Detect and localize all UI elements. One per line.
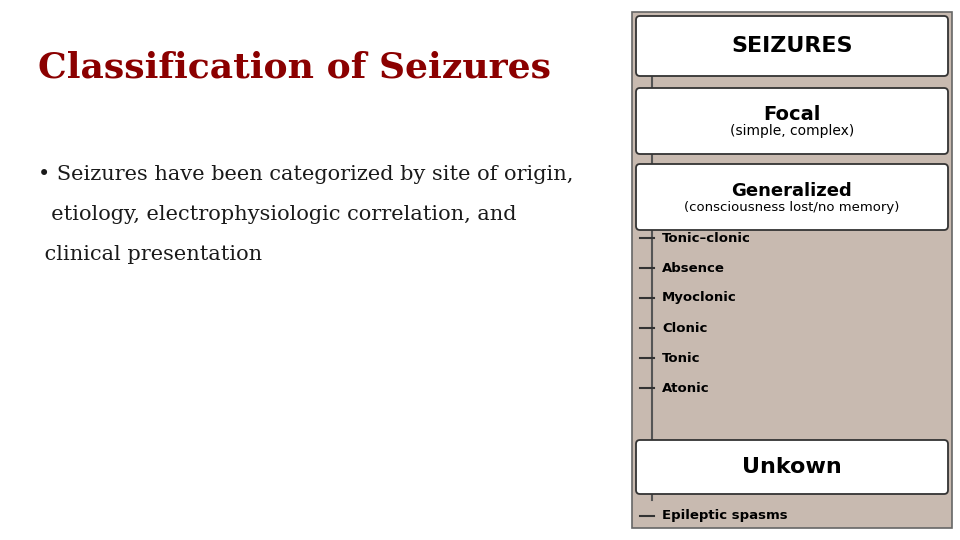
FancyBboxPatch shape [636, 88, 948, 154]
Text: Atonic: Atonic [662, 381, 709, 395]
FancyBboxPatch shape [632, 12, 952, 528]
Text: Epileptic spasms: Epileptic spasms [662, 510, 787, 523]
Text: Clonic: Clonic [662, 321, 708, 334]
Text: (consciousness lost/no memory): (consciousness lost/no memory) [684, 200, 900, 213]
FancyBboxPatch shape [636, 164, 948, 230]
Text: Unkown: Unkown [742, 457, 842, 477]
Text: SEIZURES: SEIZURES [732, 36, 852, 56]
Text: Absence: Absence [662, 261, 725, 274]
FancyBboxPatch shape [636, 440, 948, 494]
Text: (simple, complex): (simple, complex) [730, 124, 854, 138]
Text: Myoclonic: Myoclonic [662, 292, 736, 305]
Text: Generalized: Generalized [732, 182, 852, 200]
Text: Focal: Focal [763, 105, 821, 125]
Text: Classification of Seizures: Classification of Seizures [38, 50, 551, 84]
FancyBboxPatch shape [636, 16, 948, 76]
Text: clinical presentation: clinical presentation [38, 245, 262, 264]
Text: Tonic: Tonic [662, 352, 701, 365]
Text: • Seizures have been categorized by site of origin,: • Seizures have been categorized by site… [38, 165, 573, 184]
Text: etiology, electrophysiologic correlation, and: etiology, electrophysiologic correlation… [38, 205, 516, 224]
Text: Tonic–clonic: Tonic–clonic [662, 232, 751, 245]
